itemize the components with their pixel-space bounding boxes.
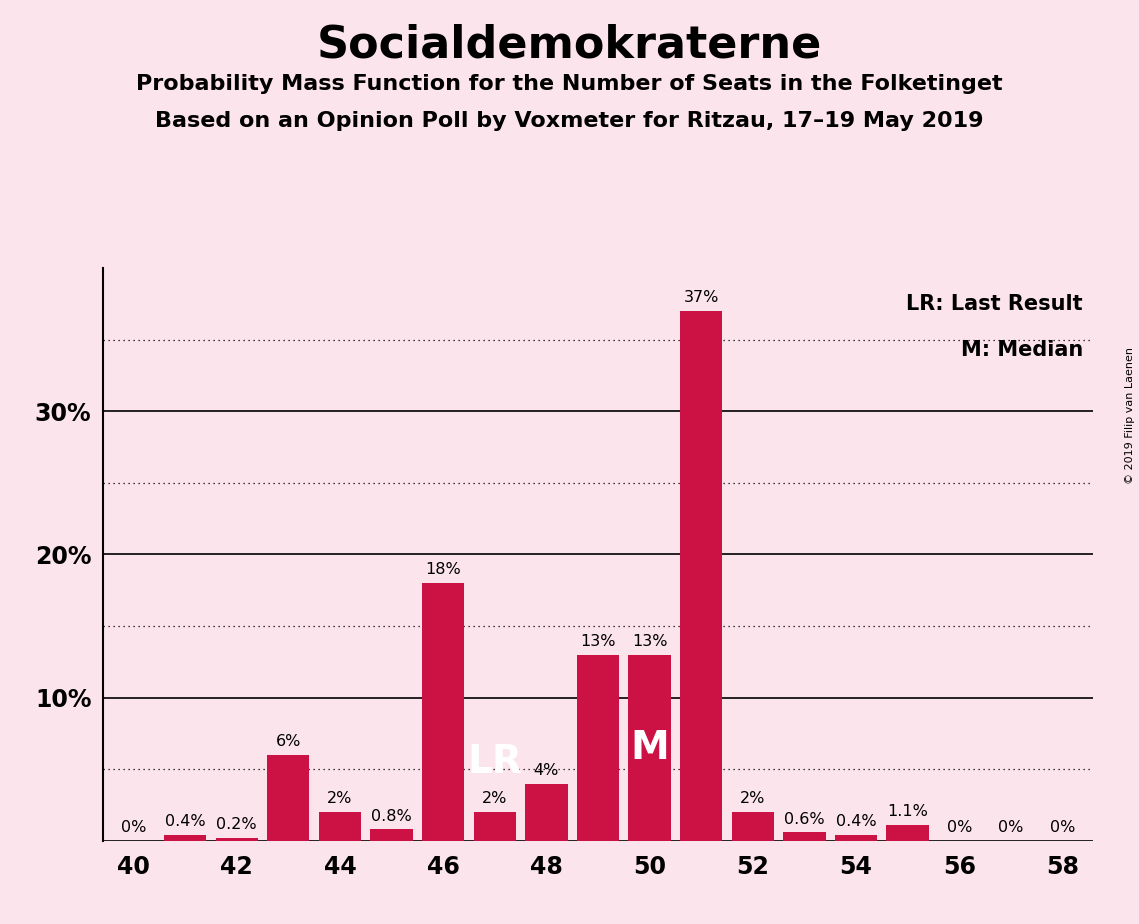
Bar xyxy=(525,784,567,841)
Bar xyxy=(886,825,928,841)
Bar xyxy=(784,833,826,841)
Bar xyxy=(215,838,257,841)
Bar xyxy=(268,755,310,841)
Bar xyxy=(319,812,361,841)
Text: 13%: 13% xyxy=(580,634,616,649)
Bar xyxy=(474,812,516,841)
Text: 2%: 2% xyxy=(327,792,353,807)
Text: LR: LR xyxy=(467,743,522,781)
Text: © 2019 Filip van Laenen: © 2019 Filip van Laenen xyxy=(1125,347,1134,484)
Text: 37%: 37% xyxy=(683,290,719,305)
Text: 2%: 2% xyxy=(482,792,508,807)
Text: 0.6%: 0.6% xyxy=(784,811,825,826)
Bar xyxy=(421,583,465,841)
Text: 0.4%: 0.4% xyxy=(165,814,205,830)
Text: 0%: 0% xyxy=(998,821,1024,835)
Text: LR: Last Result: LR: Last Result xyxy=(907,294,1083,314)
Text: 0%: 0% xyxy=(1050,821,1075,835)
Text: 0.8%: 0.8% xyxy=(371,808,412,823)
Bar xyxy=(576,654,620,841)
Text: 13%: 13% xyxy=(632,634,667,649)
Text: 0.2%: 0.2% xyxy=(216,817,257,833)
Bar xyxy=(370,830,412,841)
Bar xyxy=(835,835,877,841)
Text: M: Median: M: Median xyxy=(961,339,1083,359)
Text: Socialdemokraterne: Socialdemokraterne xyxy=(317,23,822,67)
Text: 18%: 18% xyxy=(425,563,461,578)
Text: 4%: 4% xyxy=(534,763,559,778)
Bar xyxy=(731,812,775,841)
Text: Based on an Opinion Poll by Voxmeter for Ritzau, 17–19 May 2019: Based on an Opinion Poll by Voxmeter for… xyxy=(155,111,984,131)
Text: 0.4%: 0.4% xyxy=(836,814,876,830)
Text: Probability Mass Function for the Number of Seats in the Folketinget: Probability Mass Function for the Number… xyxy=(137,74,1002,94)
Text: 2%: 2% xyxy=(740,792,765,807)
Bar xyxy=(680,310,722,841)
Text: M: M xyxy=(630,729,669,767)
Text: 1.1%: 1.1% xyxy=(887,805,928,820)
Text: 0%: 0% xyxy=(121,821,146,835)
Bar xyxy=(164,835,206,841)
Bar xyxy=(629,654,671,841)
Text: 0%: 0% xyxy=(947,821,972,835)
Text: 6%: 6% xyxy=(276,735,301,749)
